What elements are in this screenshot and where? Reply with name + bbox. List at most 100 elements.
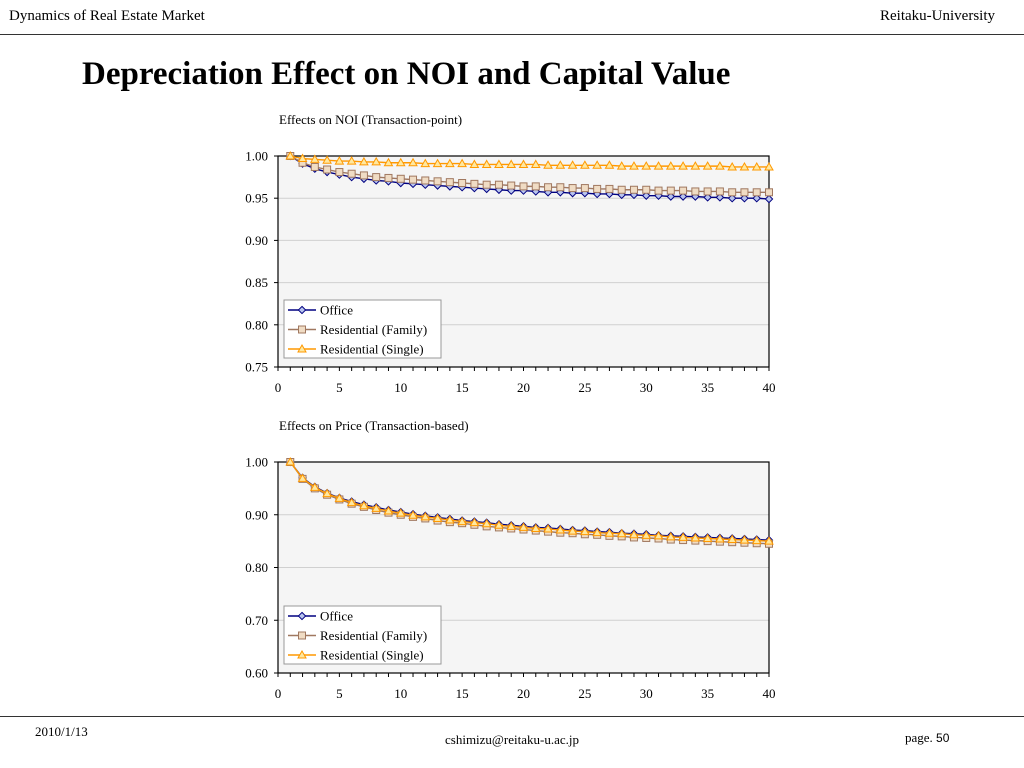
plot-border bbox=[277, 155, 770, 368]
data-point-single bbox=[727, 161, 738, 171]
x-tick-label: 20 bbox=[517, 380, 530, 395]
data-point-family bbox=[531, 182, 540, 191]
data-point-family bbox=[409, 175, 418, 184]
data-point-single bbox=[371, 156, 382, 166]
x-tick-label: 10 bbox=[394, 380, 407, 395]
data-point-single bbox=[322, 155, 332, 164]
data-point-single bbox=[702, 533, 713, 542]
data-point-single bbox=[359, 500, 369, 510]
x-tick-label: 5 bbox=[336, 380, 343, 395]
data-point-single bbox=[715, 534, 725, 543]
data-point-family bbox=[629, 185, 638, 194]
legend-label-family: Residential (Family) bbox=[320, 322, 427, 337]
data-point-single bbox=[530, 523, 541, 532]
data-point-family bbox=[580, 184, 589, 193]
series-line-family bbox=[289, 155, 769, 193]
data-point-family bbox=[421, 176, 430, 185]
data-point-family bbox=[642, 185, 651, 194]
data-point-single bbox=[346, 497, 357, 507]
data-point-single bbox=[518, 159, 529, 168]
series-line-office bbox=[289, 155, 770, 200]
data-point-single bbox=[395, 157, 406, 167]
data-point-single bbox=[629, 529, 639, 539]
legend: Office Residential (Family) Residential (S… bbox=[283, 299, 442, 359]
data-point-single bbox=[444, 158, 455, 168]
data-point-single bbox=[420, 511, 431, 521]
x-tick-label: 15 bbox=[456, 380, 469, 395]
data-point-single bbox=[702, 161, 713, 170]
data-point-single bbox=[739, 161, 750, 171]
data-point-single bbox=[371, 503, 382, 512]
legend-marker-family bbox=[298, 631, 306, 640]
data-point-single bbox=[543, 523, 553, 533]
data-point-family bbox=[470, 179, 479, 188]
data-point-family bbox=[679, 186, 688, 195]
legend-marker-office bbox=[297, 611, 307, 621]
data-point-single bbox=[285, 150, 296, 160]
data-point-single bbox=[322, 488, 332, 498]
data-point-single bbox=[543, 160, 553, 169]
y-tick-label: 1.00 bbox=[245, 149, 268, 164]
footer-email: cshimizu@reitaku-u.ac.jp bbox=[445, 732, 579, 747]
data-point-single bbox=[678, 161, 688, 170]
data-point-single bbox=[604, 528, 615, 537]
data-point-single bbox=[641, 161, 652, 170]
x-tick-label: 0 bbox=[275, 380, 282, 395]
data-point-single bbox=[383, 506, 394, 515]
data-point-single bbox=[395, 508, 406, 517]
data-point-office bbox=[764, 194, 774, 204]
legend-label-family: Residential (Family) bbox=[320, 628, 427, 643]
x-tick-label: 40 bbox=[763, 686, 776, 701]
y-tick-label: 0.90 bbox=[245, 233, 268, 248]
header-course-title: Dynamics of Real Estate Market bbox=[9, 8, 205, 24]
plot-border bbox=[277, 461, 770, 674]
data-point-family bbox=[556, 183, 565, 192]
noi-chart: Effects on NOI (Transaction-point) 0.75 0.… bbox=[245, 112, 775, 395]
data-point-single bbox=[334, 156, 345, 165]
footer-page: page. 50 bbox=[905, 730, 949, 746]
y-tick-label: 1.00 bbox=[245, 455, 268, 470]
data-point-single bbox=[432, 158, 443, 168]
data-point-family bbox=[482, 180, 491, 189]
data-point-single bbox=[690, 161, 701, 170]
y-tick-label: 0.95 bbox=[245, 191, 268, 206]
data-point-single bbox=[494, 520, 504, 529]
page-label: page bbox=[905, 730, 930, 745]
data-point-single bbox=[616, 528, 627, 538]
data-point-single bbox=[690, 532, 701, 542]
data-point-single bbox=[751, 161, 762, 171]
data-point-single bbox=[457, 516, 467, 526]
data-point-single bbox=[739, 535, 750, 544]
data-point-family bbox=[617, 185, 626, 194]
x-tick-label: 10 bbox=[394, 686, 407, 701]
data-point-single bbox=[604, 160, 615, 169]
data-point-family bbox=[605, 184, 614, 193]
series-line-office bbox=[289, 461, 770, 541]
y-tick-label: 0.80 bbox=[245, 560, 268, 575]
series-single bbox=[285, 456, 774, 545]
footer-date: 2010/1/13 bbox=[35, 724, 88, 739]
data-point-single bbox=[297, 473, 308, 482]
data-point-family bbox=[433, 177, 442, 186]
data-point-single bbox=[764, 536, 774, 545]
data-point-single bbox=[641, 530, 652, 539]
data-point-single bbox=[580, 160, 590, 169]
data-point-family bbox=[752, 188, 761, 197]
x-tick-label: 30 bbox=[640, 686, 653, 701]
data-point-family bbox=[347, 169, 356, 178]
data-point-single bbox=[518, 522, 529, 531]
data-point-family bbox=[544, 183, 553, 192]
data-point-single bbox=[420, 158, 431, 168]
data-point-single bbox=[530, 159, 541, 168]
x-tick-label: 35 bbox=[701, 686, 714, 701]
data-point-family bbox=[359, 171, 368, 180]
x-tick-label: 25 bbox=[578, 686, 591, 701]
data-point-single bbox=[432, 513, 443, 522]
data-point-family bbox=[494, 180, 503, 189]
page-number: 50 bbox=[936, 731, 950, 745]
data-point-single bbox=[469, 517, 480, 527]
data-point-family bbox=[335, 168, 344, 177]
x-tick-label: 15 bbox=[456, 686, 469, 701]
data-point-single bbox=[408, 510, 418, 519]
data-point-single bbox=[653, 530, 664, 540]
